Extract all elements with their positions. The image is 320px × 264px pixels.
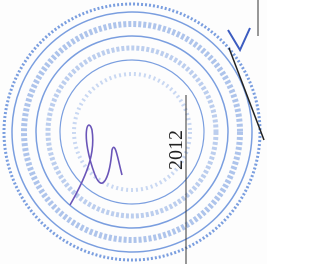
- scan: 2012: [0, 0, 267, 264]
- paper: [0, 0, 267, 264]
- stamp-date: 2012: [165, 130, 187, 170]
- page: 2012 (() => { const data = JSON.parse(do…: [0, 0, 320, 264]
